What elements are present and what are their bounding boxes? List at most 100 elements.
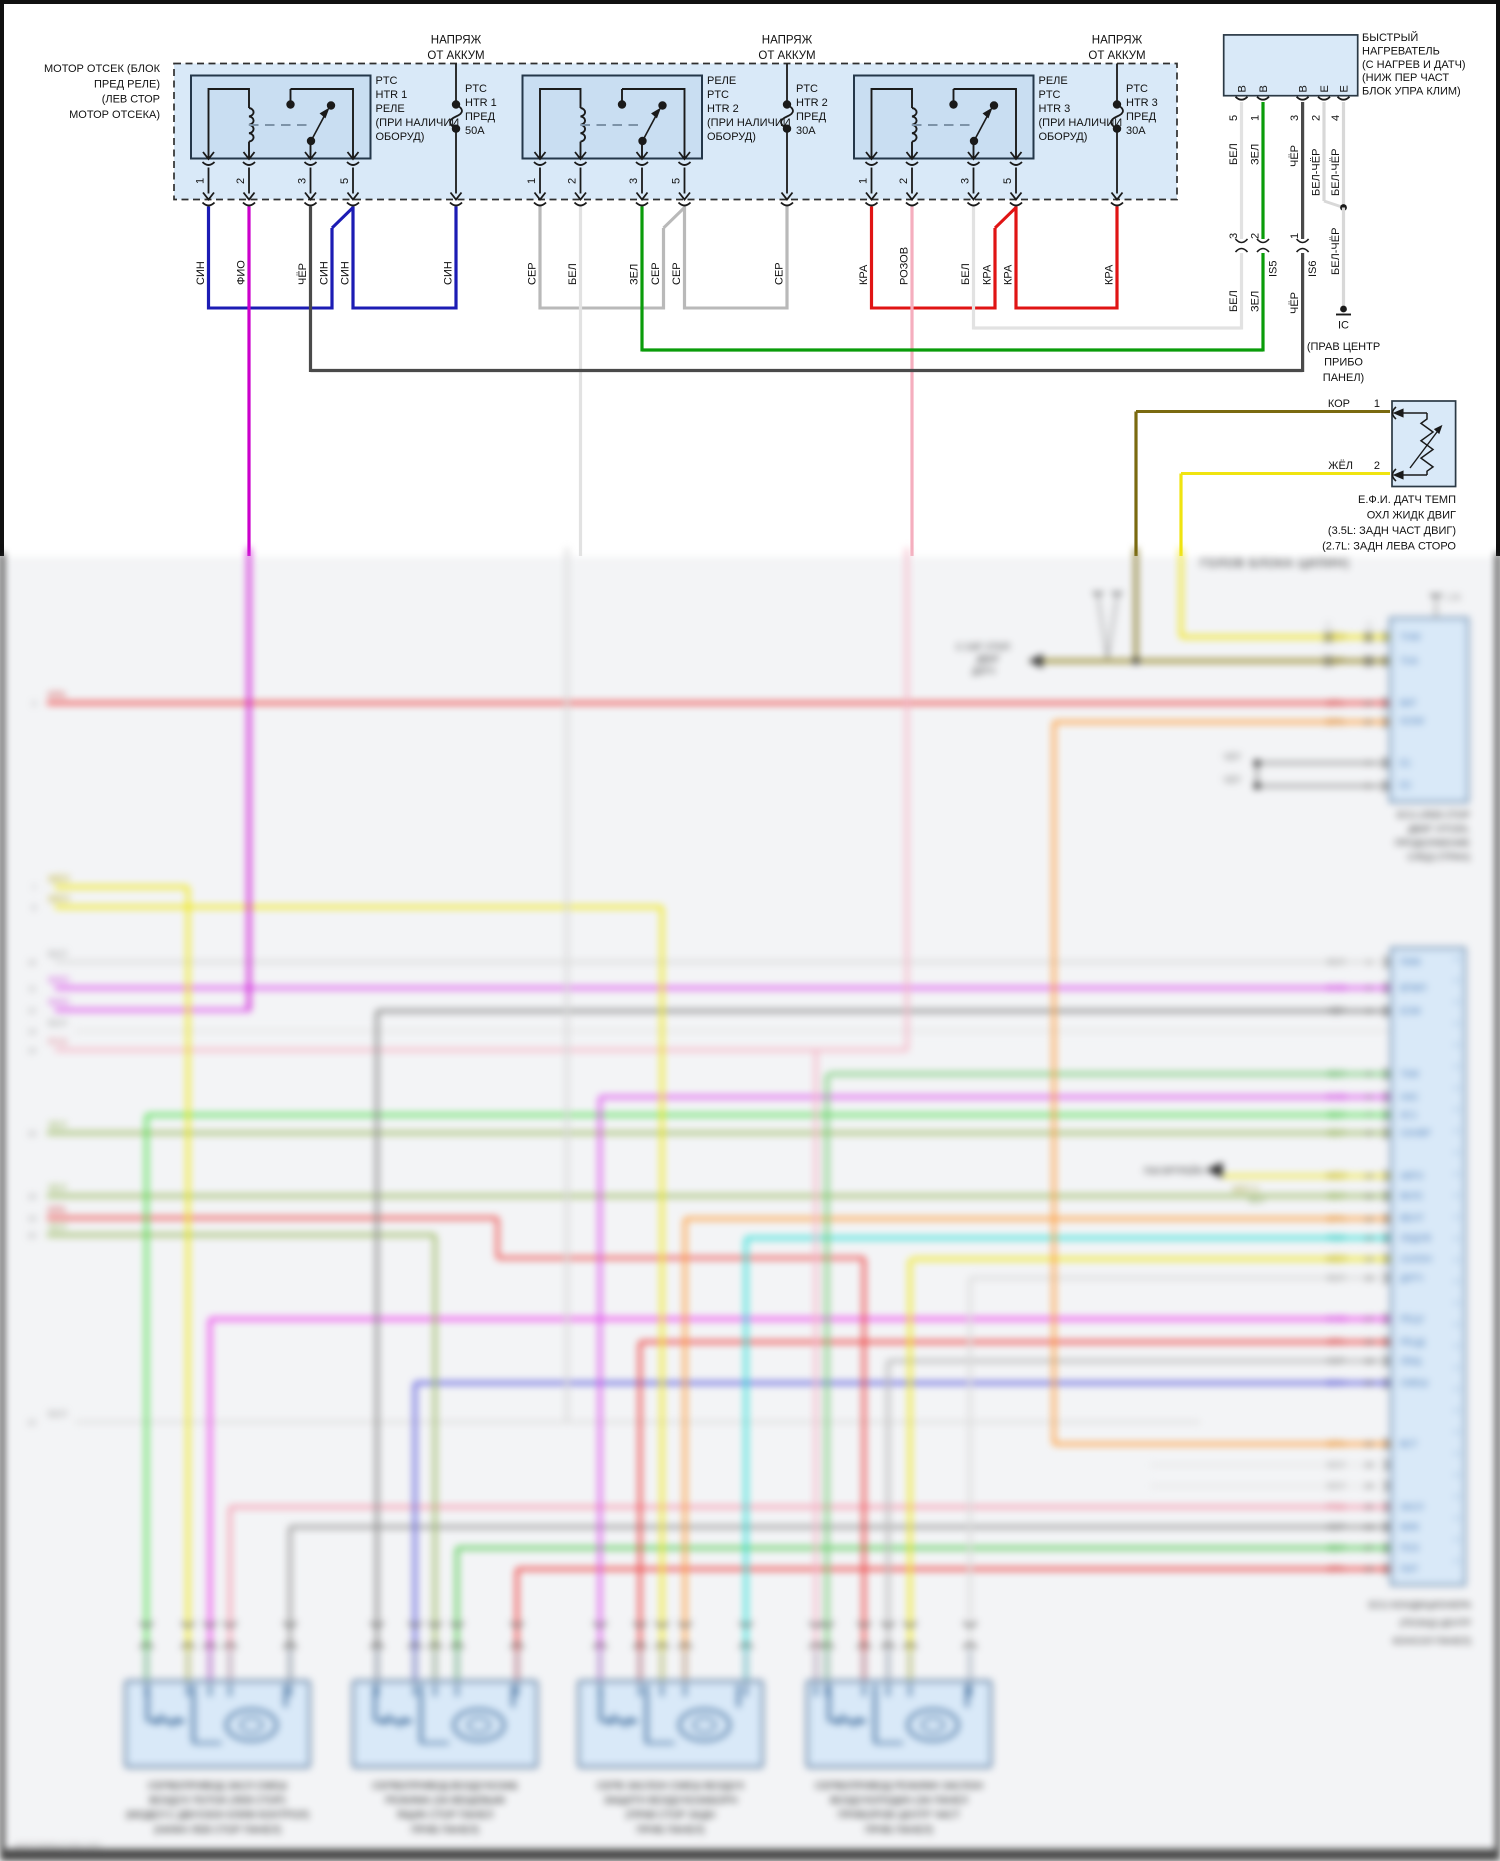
svg-text:ДАТЧ: ДАТЧ [972,666,995,676]
svg-text:1: 1 [1367,958,1372,967]
svg-text:ЖЁЛ 3: ЖЁЛ 3 [1232,1184,1258,1194]
svg-text:КРА: КРА [1328,1564,1345,1574]
svg-text:25: 25 [1365,1503,1374,1512]
svg-text:ЖЁЛ: ЖЁЛ [48,874,69,885]
svg-text:19: 19 [1365,1357,1374,1366]
svg-text:26: 26 [1365,1523,1374,1532]
svg-text:10: 10 [1365,1172,1374,1181]
svg-text:СЕРВ ЗАСЛОН СМЕШ ВОЗДУХ: СЕРВ ЗАСЛОН СМЕШ ВОЗДУХ [597,1781,745,1792]
svg-text:СИН: СИН [319,261,331,285]
svg-text:(3.5L: ЗАДН ЧАСТ ДВИГ): (3.5L: ЗАДН ЧАСТ ДВИГ) [1328,525,1456,537]
svg-text:БЫСТРЫЙ: БЫСТРЫЙ [1362,31,1418,44]
svg-text:24: 24 [1365,1482,1374,1491]
svg-text:БЕЛ: БЕЛ [48,949,67,960]
svg-text:ДАТЧ: ДАТЧ [1400,1273,1423,1283]
svg-text:ПИМ: ПИМ [1400,957,1420,967]
svg-text:22: 22 [28,1418,36,1427]
svg-text:СЕР: СЕР [1327,1522,1346,1532]
svg-text:17: 17 [1365,1315,1374,1324]
svg-text:PTC: PTC [796,83,818,95]
svg-text:Е.Ф.И. ДАТЧ ТЕМП: Е.Ф.И. ДАТЧ ТЕМП [1358,494,1456,506]
svg-text:КРА: КРА [1104,264,1116,285]
svg-text:16: 16 [28,1129,36,1138]
svg-text:ЗЕЛ: ЗЕЛ [48,1222,66,1233]
svg-text:ОБОРУД): ОБОРУД) [1039,131,1088,143]
svg-text:БЕЛ: БЕЛ [1327,1273,1345,1283]
svg-text:ФИО: ФИО [1326,983,1346,993]
svg-text:ЧЁР: ЧЁР [1223,752,1241,762]
svg-text:СЕР: СЕР [671,262,683,285]
svg-text:КОР: КОР [1326,656,1344,666]
svg-text:ЗЕЛ: ЗЕЛ [1327,1110,1344,1120]
svg-text:ДВИГ ОТСЕК,: ДВИГ ОТСЕК, [1408,824,1470,835]
svg-text:7: 7 [32,883,36,892]
svg-text:10: 10 [28,958,36,967]
svg-text:СЕР: СЕР [774,262,786,285]
svg-text:1: 1 [1374,398,1380,410]
svg-text:ПРЕД: ПРЕД [465,111,496,123]
svg-text:РЕЦУ: РЕЦУ [1400,1314,1425,1324]
svg-text:БЛОК УПРА КЛИМ): БЛОК УПРА КЛИМ) [1362,86,1461,98]
svg-text:5: 5 [1367,1070,1372,1079]
svg-text:СЕРВОПРИВОД ЗАСЛ СМЕШ: СЕРВОПРИВОД ЗАСЛ СМЕШ [148,1781,287,1792]
svg-text:ПОЗ: ПОЗ [1400,1543,1419,1553]
svg-text:20: 20 [28,1231,36,1240]
svg-text:ОБОРУД): ОБОРУД) [707,131,756,143]
svg-text:7: 7 [1367,1111,1372,1120]
svg-text:18: 18 [28,1192,36,1201]
svg-text:ВПМП: ВПМП [1400,983,1426,993]
svg-text:ЕОМ: ЕОМ [1400,1006,1421,1016]
svg-text:3: 3 [628,178,640,184]
svg-text:(ПРАВ ЦЕНТР: (ПРАВ ЦЕНТР [1307,341,1380,353]
svg-text:РЕЖИМА (ЗА ВЕЩЕВЫМ: РЕЖИМА (ЗА ВЕЩЕВЫМ [385,1796,505,1807]
svg-text:ВОЗДУХОПОДАЧ (ЗА ПАНЕЛ: ВОЗДУХОПОДАЧ (ЗА ПАНЕЛ [830,1796,968,1807]
svg-text:Е1: Е1 [1400,758,1411,768]
svg-text:ПАУЭРТРЕЙН: ПАУЭРТРЕЙН [1144,1165,1204,1176]
svg-text:ДВИГ: ДВИГ [977,654,1001,664]
svg-text:PTC: PTC [1126,83,1148,95]
svg-text:С СИГ СТОП: С СИГ СТОП [956,642,1010,652]
svg-text:13: 13 [1365,1234,1374,1243]
svg-text:АВТО: АВТО [1400,1171,1424,1181]
svg-text:ЗАСЛ: ЗАСЛ [1400,1502,1423,1512]
svg-text:11: 11 [28,984,36,993]
svg-text:(ПОЗАД ЦЕНТР: (ПОЗАД ЦЕНТР [1400,1618,1471,1629]
svg-text:БЕЛ: БЕЛ [48,1409,67,1420]
svg-text:5: 5 [671,178,683,184]
svg-text:БЕЛ: БЕЛ [960,263,972,285]
svg-text:ЧЁР: ЧЁР [1223,775,1241,785]
svg-text:БЕЛ: БЕЛ [48,1018,67,1029]
svg-text:HTR 3: HTR 3 [1126,97,1158,109]
svg-text:ЗЕЛ: ЗЕЛ [1248,1195,1264,1205]
svg-text:5: 5 [1366,782,1371,791]
svg-text:СИН: СИН [340,261,352,285]
svg-text:Е2: Е2 [1400,780,1411,790]
svg-text:(ПРИ НАЛИЧИИ: (ПРИ НАЛИЧИИ [707,117,791,129]
svg-text:КРА: КРА [48,690,66,701]
svg-text:ОТ АККУМ: ОТ АККУМ [1088,50,1145,62]
svg-text:СЛЕД СТРАН): СЛЕД СТРАН) [1407,852,1470,863]
svg-text:ПРИБ ПАНЕЛ): ПРИБ ПАНЕЛ) [636,1825,704,1836]
svg-text:ВСТ: ВСТ [1400,1439,1418,1449]
svg-text:6: 6 [1367,1093,1372,1102]
svg-text:IS6: IS6 [1307,260,1319,277]
svg-text:БЕЛ-ЧЁР: БЕЛ-ЧЁР [1330,149,1342,196]
svg-text:САЛОН: САЛОН [1400,1254,1432,1264]
svg-text:IGSW: IGSW [1400,716,1425,726]
svg-text:ГОЛОВ БЛОКА ЦИЛИН): ГОЛОВ БЛОКА ЦИЛИН) [1200,558,1350,570]
svg-text:КРА: КРА [858,264,870,285]
svg-text:РЕЛЕ: РЕЛЕ [707,75,736,87]
svg-text:5: 5 [339,178,351,184]
svg-text:12: 12 [1365,1215,1374,1224]
svg-text:ФИО: ФИО [1326,1314,1346,1324]
svg-text:E: E [1339,85,1351,92]
svg-text:ЗЕЛ: ЗЕЛ [1250,144,1262,165]
svg-text:ЯЩИК СТОР ПАНЕЛ: ЯЩИК СТОР ПАНЕЛ [397,1810,493,1821]
svg-text:БЕЛ: БЕЛ [1228,290,1240,312]
svg-text:ПРИБ ПАНЕЛ): ПРИБ ПАНЕЛ) [865,1825,933,1836]
svg-text:(МОДЕЛ С ДВУХЗОН КЛИМ КОНТРОЛ): (МОДЕЛ С ДВУХЗОН КЛИМ КОНТРОЛ) [126,1810,309,1821]
svg-text:(2.7L: ЗАДН ЛЕВА СТОРО: (2.7L: ЗАДН ЛЕВА СТОРО [1322,541,1456,553]
svg-text:ОБОРУД): ОБОРУД) [376,131,425,143]
svg-text:ECU КОНДИЦИОНЕРА: ECU КОНДИЦИОНЕРА [1369,1600,1472,1611]
svg-text:15: 15 [1365,1274,1374,1283]
